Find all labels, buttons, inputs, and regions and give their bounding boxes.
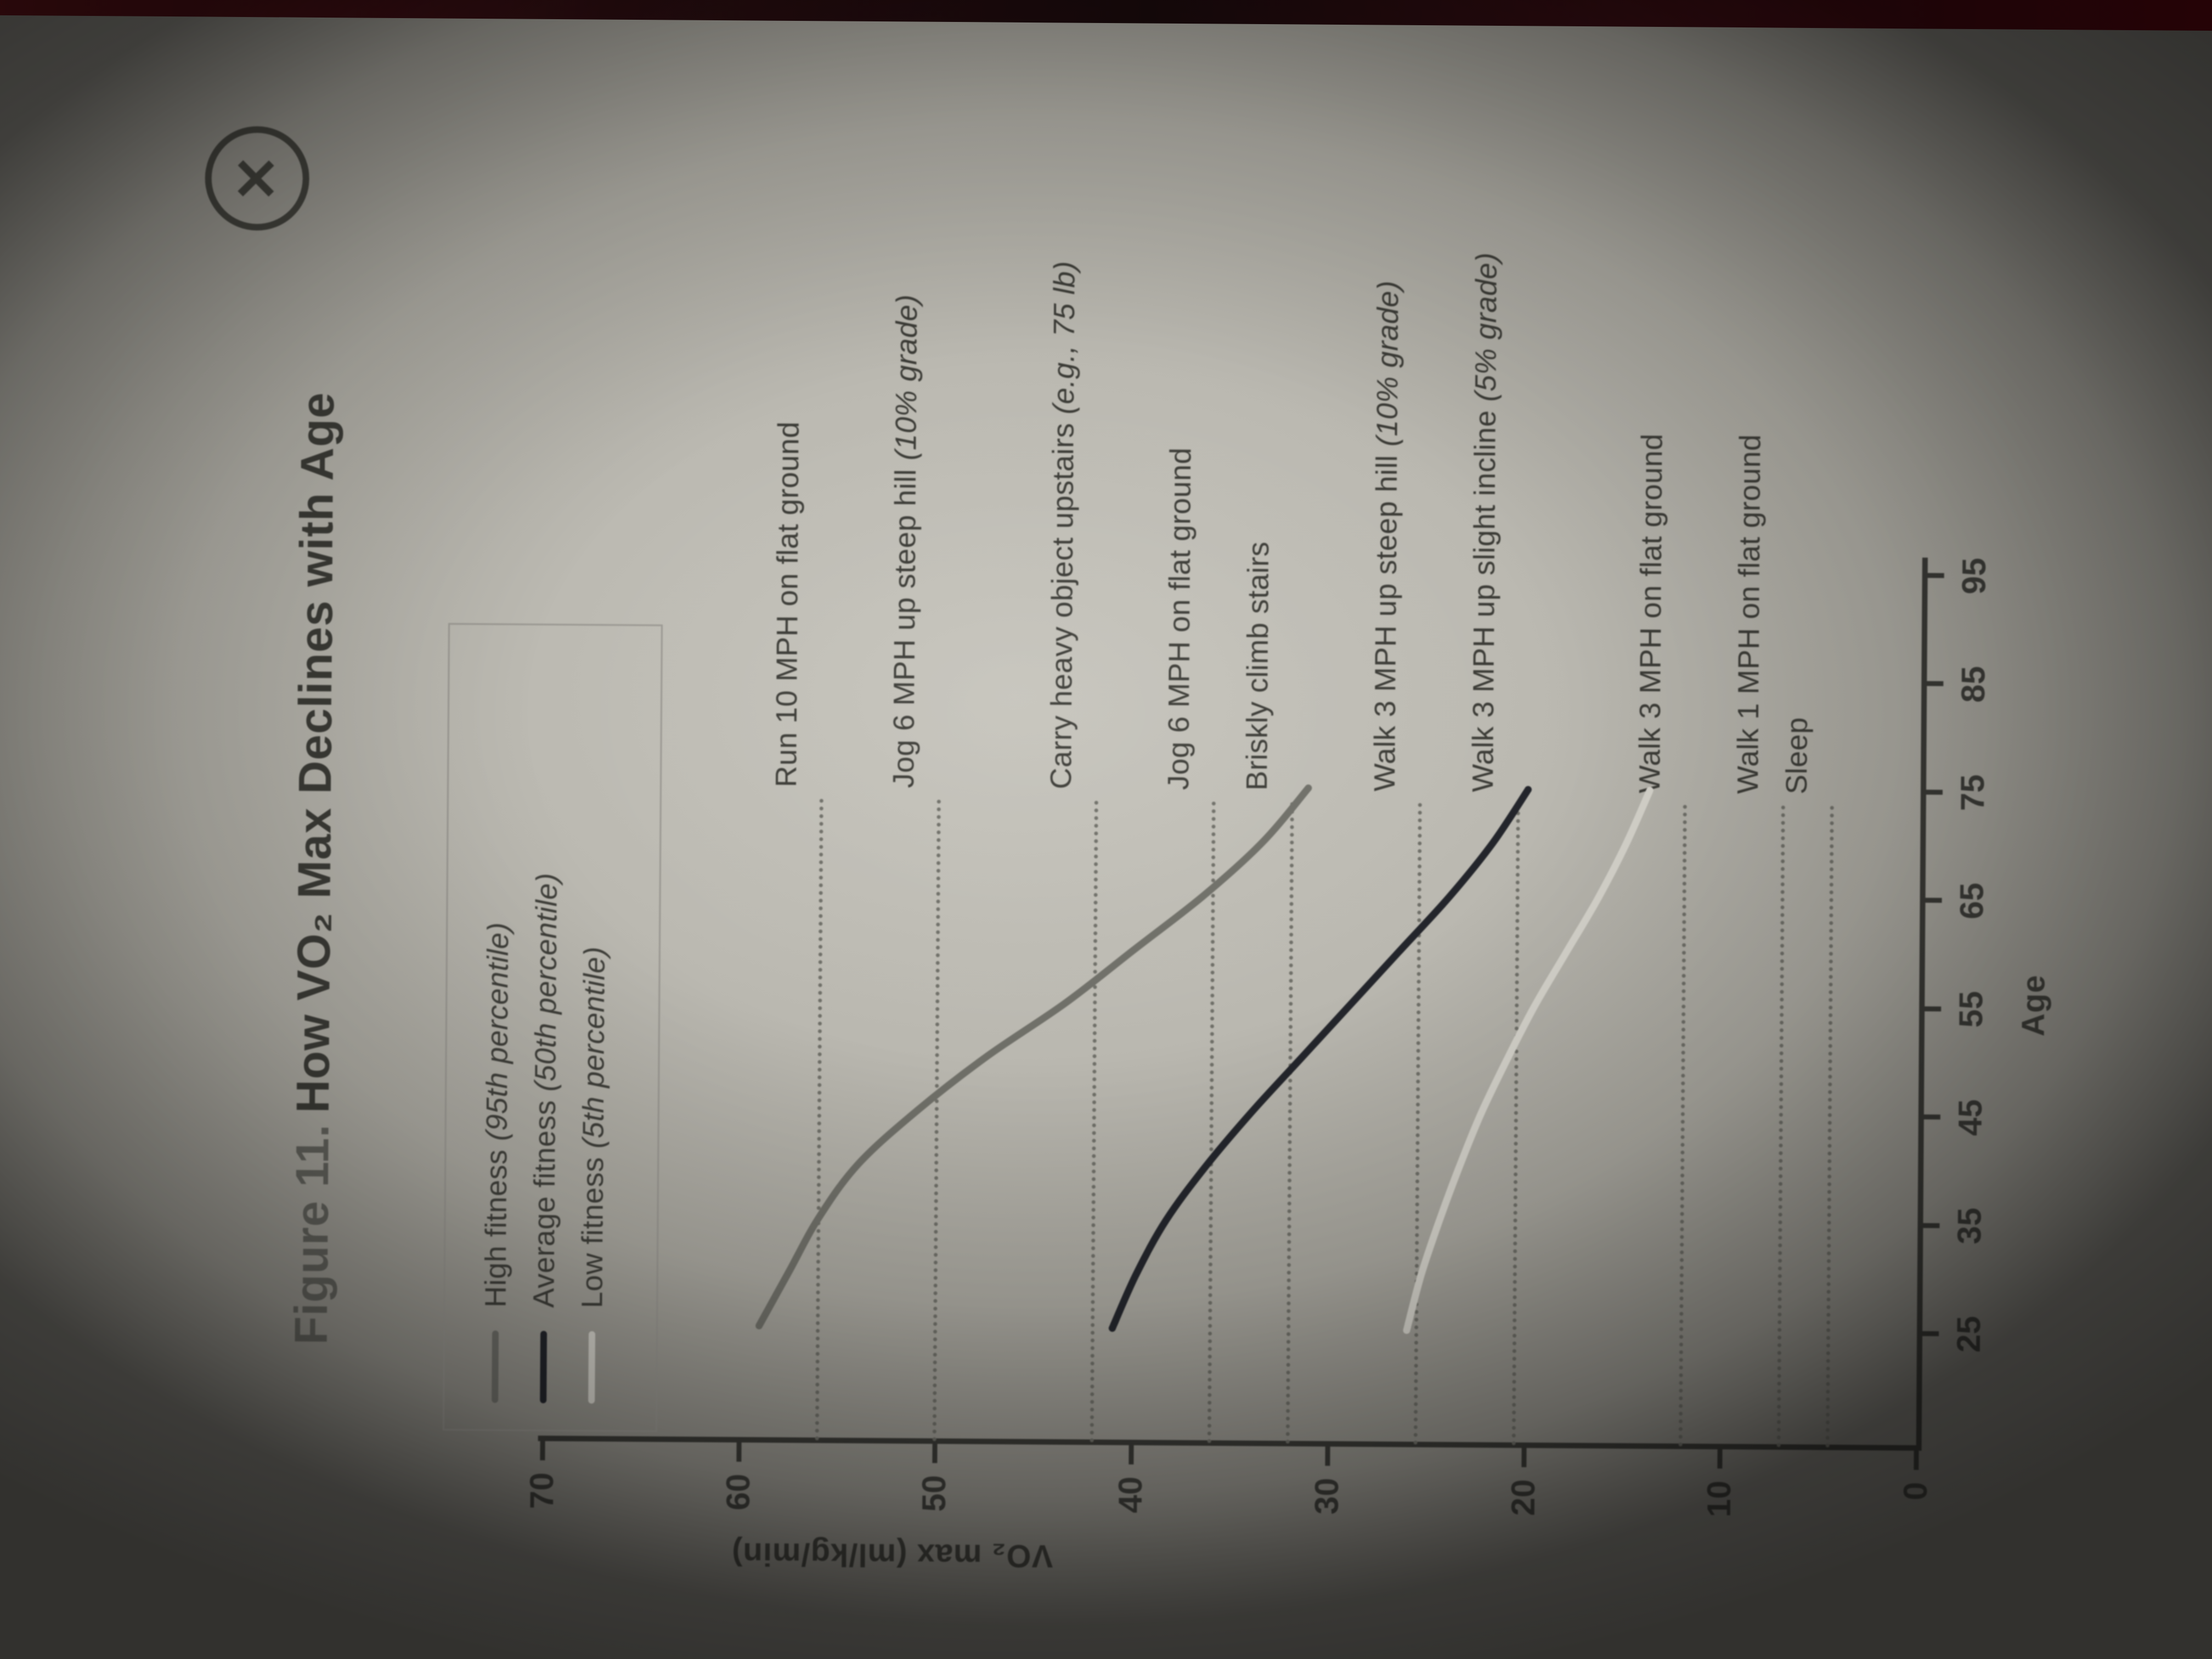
curve-average-fitness-50th-percentile- <box>1108 786 1532 1332</box>
page-surface: ✕ Figure 11.How VO₂ Max Declines with Ag… <box>0 15 2212 1659</box>
curve-high-fitness-95th-percentile- <box>755 784 1312 1330</box>
curve-low-fitness-5th-percentile- <box>1403 787 1654 1334</box>
